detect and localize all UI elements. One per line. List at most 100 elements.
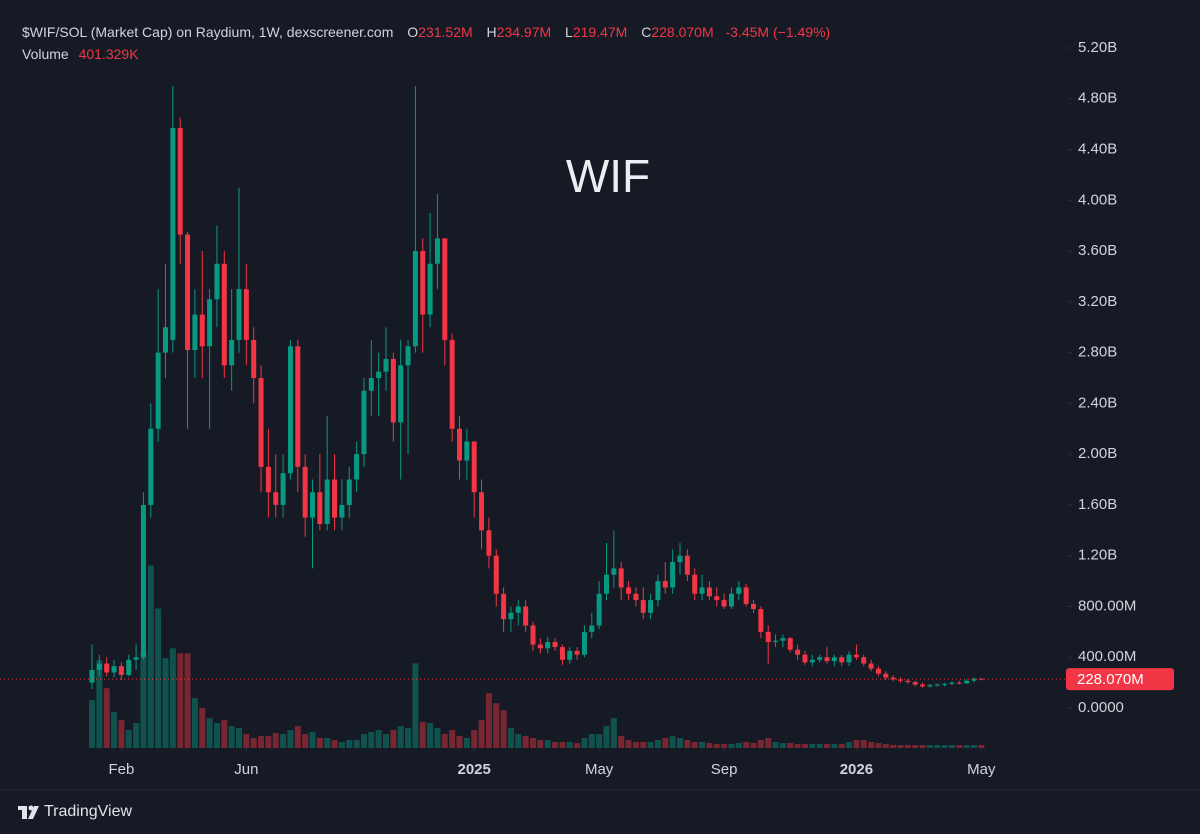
candle-body xyxy=(971,678,977,681)
volume-label: Volume xyxy=(22,46,69,62)
candle-body xyxy=(714,596,720,601)
candle-body xyxy=(207,299,213,347)
volume-bar xyxy=(971,745,977,748)
volume-bar xyxy=(324,738,331,748)
y-tick-label: 4.80B xyxy=(1078,90,1117,107)
volume-bar xyxy=(618,736,625,748)
volume-bar xyxy=(677,738,683,748)
candle-body xyxy=(273,492,279,505)
volume-bar xyxy=(596,734,603,748)
volume-bar xyxy=(875,743,882,748)
y-tick-label: 0.0000 xyxy=(1078,699,1124,716)
candle-body xyxy=(559,647,565,660)
candle-body xyxy=(604,574,609,594)
candle-body xyxy=(795,649,801,655)
volume-bar xyxy=(625,740,632,748)
volume-bar xyxy=(691,742,698,748)
ohlc-value: 219.47M xyxy=(572,24,628,40)
volume-bar xyxy=(684,740,691,748)
candle-body xyxy=(332,479,338,518)
y-tick-label: 3.60B xyxy=(1078,242,1117,259)
x-tick-label: Jun xyxy=(234,761,258,778)
candle-body xyxy=(831,657,837,662)
volume-bar xyxy=(603,726,610,748)
volume-bar xyxy=(897,745,904,748)
volume-bar xyxy=(787,743,794,748)
candle-body xyxy=(339,504,345,518)
ohlc-value: 234.97M xyxy=(496,24,552,40)
candle-body xyxy=(905,680,911,682)
volume-bar xyxy=(434,728,441,748)
volume-bar xyxy=(721,744,728,748)
y-tick-label: 4.40B xyxy=(1078,140,1117,157)
candle-body xyxy=(949,682,955,684)
candle-body xyxy=(611,568,617,575)
volume-bar xyxy=(757,740,764,748)
candle-body xyxy=(89,669,95,683)
volume-bar xyxy=(236,728,242,748)
candle-body xyxy=(545,642,551,649)
watermark: WIF xyxy=(566,150,650,202)
candle-body xyxy=(324,479,330,524)
volume-bar xyxy=(390,730,397,748)
volume-bar xyxy=(919,745,926,748)
candle-body xyxy=(479,492,485,531)
candle-body xyxy=(280,473,286,505)
volume-bar xyxy=(912,745,919,748)
candle-body xyxy=(655,581,661,601)
volume-bar xyxy=(559,742,566,748)
candle-body xyxy=(692,574,698,594)
volume-bar xyxy=(824,744,830,748)
candle-body xyxy=(699,587,705,594)
volume-bar xyxy=(89,700,95,748)
candle-body xyxy=(964,680,970,684)
volume-bar xyxy=(566,742,573,748)
x-tick-label: 2026 xyxy=(840,761,873,778)
y-tick-label: 3.20B xyxy=(1078,293,1117,310)
candle-body xyxy=(361,390,367,455)
volume-bar xyxy=(860,740,867,748)
x-tick-label: May xyxy=(967,761,996,778)
candle-body xyxy=(185,234,191,351)
ohlc-key: O xyxy=(407,24,419,40)
candle-body xyxy=(890,677,896,680)
volume-bar xyxy=(735,743,742,748)
volume-bar xyxy=(309,732,316,748)
candle-body xyxy=(405,346,411,366)
volume-bar xyxy=(375,730,382,748)
candle-body xyxy=(824,657,830,662)
candle-body xyxy=(773,640,779,643)
candle-body xyxy=(751,603,756,610)
volume-bar xyxy=(265,736,272,748)
candle-body xyxy=(493,555,499,594)
volume-bar xyxy=(96,660,103,748)
candle-body xyxy=(589,625,595,632)
candle-body xyxy=(457,428,462,461)
volume-bar xyxy=(294,726,301,748)
volume-bar xyxy=(302,734,309,748)
volume-bar xyxy=(155,608,162,748)
volume-bar xyxy=(493,703,500,748)
y-tick-label: 5.20B xyxy=(1078,39,1117,56)
candle-body xyxy=(163,327,168,353)
candle-body xyxy=(221,263,227,366)
volume-bar xyxy=(258,736,265,748)
volume-bar xyxy=(926,745,933,748)
ohlc-key: L xyxy=(565,24,573,40)
candle-body xyxy=(853,654,859,658)
volume-bar xyxy=(640,742,647,748)
volume-bar xyxy=(544,740,551,748)
candle-body xyxy=(956,682,962,684)
candle-body xyxy=(552,642,558,648)
volume-bar xyxy=(316,738,323,748)
volume-bar xyxy=(184,653,191,748)
candle-body xyxy=(868,663,874,669)
volume-bar xyxy=(530,738,536,748)
volume-bar xyxy=(941,745,948,748)
volume-bar xyxy=(662,738,669,748)
volume-bar xyxy=(574,743,581,748)
ohlc-key: H xyxy=(486,24,497,40)
candle-body xyxy=(111,666,117,673)
volume-bar xyxy=(405,728,412,748)
